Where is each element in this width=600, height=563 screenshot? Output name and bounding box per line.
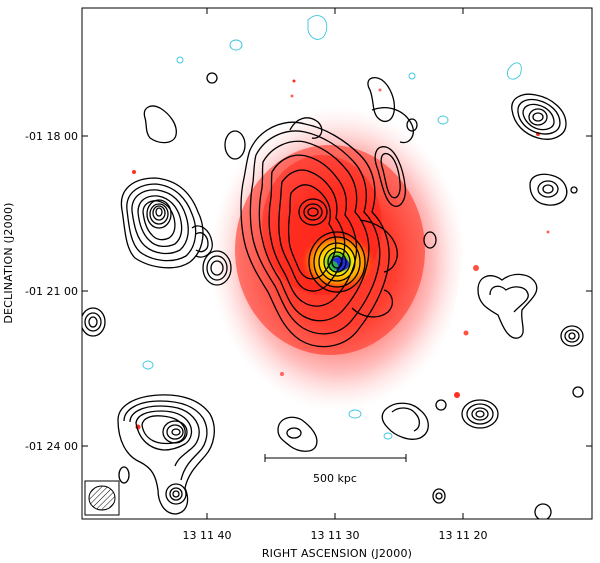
radio-contours-positive <box>82 72 584 519</box>
beam-symbol <box>84 480 120 516</box>
x-axis-title: RIGHT ASCENSION (J2000) <box>262 547 412 560</box>
y-tick-label: -01 18 00 <box>25 130 78 143</box>
scale-bar-label: 500 kpc <box>313 472 357 485</box>
radio-source-east-top <box>511 93 567 140</box>
x-tick-labels: 13 11 40 13 11 30 13 11 20 <box>183 529 488 542</box>
y-tick-label: -01 21 00 <box>25 285 78 298</box>
radio-source-south-mid <box>277 416 318 452</box>
radio-source-central <box>240 117 398 348</box>
radio-source-northeast <box>367 76 437 249</box>
radio-contours-negative <box>142 15 522 440</box>
y-axis-title: DECLINATION (J2000) <box>2 202 15 323</box>
radio-source-east-lower <box>477 273 584 347</box>
y-tick-labels: -01 18 00 -01 21 00 -01 24 00 <box>25 130 78 453</box>
radio-source-southwest <box>117 394 215 515</box>
scale-bar: 500 kpc <box>264 454 407 485</box>
radio-source-southeast <box>381 386 584 519</box>
x-tick-label: 13 11 20 <box>439 529 488 542</box>
x-tick-label: 13 11 40 <box>183 529 232 542</box>
radio-source-west <box>120 177 213 269</box>
x-tick-label: 13 11 30 <box>311 529 360 542</box>
y-tick-label: -01 24 00 <box>25 440 78 453</box>
axis-ticks <box>82 8 592 519</box>
radio-source-east-mid <box>529 173 578 206</box>
